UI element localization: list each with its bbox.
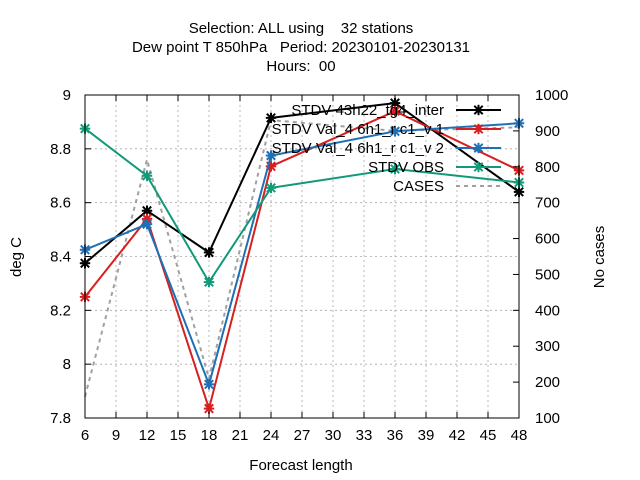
series-line (84, 122, 520, 386)
y2-tick-label: 900 (535, 123, 560, 140)
series-line (84, 102, 520, 264)
y-tick-label: 9 (63, 87, 71, 104)
x-tick-label: 12 (139, 427, 156, 444)
y-tick-label: 8 (63, 356, 71, 373)
x-axis-label: Forecast length (249, 457, 352, 474)
series-2 (79, 118, 525, 390)
y-tick-label: 7.8 (50, 410, 71, 427)
x-tick-label: 18 (201, 427, 218, 444)
y-axis: 7.8 8 8.2 8.4 8.6 8.8 9 (50, 87, 91, 427)
y-tick-label: 8.8 (50, 141, 71, 158)
legend-label: CASES (393, 178, 444, 195)
y-tick-label: 8.4 (50, 249, 71, 266)
series-point (389, 126, 401, 137)
series-point (203, 276, 215, 288)
title-line-1: Selection: ALL using 32 stations (189, 20, 414, 37)
y2-tick-label: 400 (535, 302, 560, 319)
series-point (203, 247, 215, 258)
x-axis: 6 9 12 15 18 21 24 27 30 33 36 39 42 45 48 (81, 95, 528, 444)
series-point (389, 105, 401, 117)
x-tick-label: 45 (480, 427, 497, 444)
series-line (84, 110, 520, 410)
legend: STDV 43h22_tg4_inter STDV Val_4 6h1_r c1_… (272, 102, 501, 195)
series-point (203, 379, 215, 390)
y2-tick-label: 100 (535, 410, 560, 427)
series-point (265, 150, 277, 161)
title-line-3: Hours: 00 (266, 58, 335, 75)
y-tick-label: 8.2 (50, 302, 71, 319)
y2-axis: 100 200 300 400 500 600 700 800 900 1000 (513, 87, 568, 427)
chart-title: Selection: ALL using 32 stations Dew poi… (132, 20, 470, 75)
y-tick-label: 8.6 (50, 195, 71, 212)
x-tick-label: 6 (81, 427, 89, 444)
x-tick-label: 27 (294, 427, 311, 444)
legend-label: STDV 43h22_tg4_inter (291, 102, 444, 119)
y-axis-label: deg C (8, 237, 25, 277)
legend-marker (473, 104, 484, 116)
x-tick-label: 30 (325, 427, 342, 444)
series-point (141, 170, 153, 181)
series-line (84, 127, 520, 284)
series-point (265, 182, 277, 194)
x-tick-label: 36 (387, 427, 404, 444)
legend-label: STDV Val_4 6h1_r c1_v 2 (272, 140, 444, 157)
legend-label: STDV Val_4 6h1_r c1_v 1 (272, 121, 444, 138)
x-tick-label: 39 (418, 427, 435, 444)
legend-label: STDV OBS (368, 159, 444, 176)
y2-axis-label: No cases (591, 226, 608, 289)
series-point (389, 163, 401, 175)
x-tick-label: 15 (170, 427, 187, 444)
y2-tick-label: 300 (535, 338, 560, 355)
y2-tick-label: 700 (535, 195, 560, 212)
series-point (141, 219, 153, 230)
title-line-2: Dew point T 850hPa Period: 20230101-2023… (132, 39, 470, 56)
x-tick-label: 48 (511, 427, 528, 444)
x-tick-label: 24 (263, 427, 280, 444)
y2-tick-label: 500 (535, 266, 560, 283)
x-tick-label: 9 (112, 427, 120, 444)
legend-marker (473, 142, 484, 154)
x-tick-label: 21 (232, 427, 249, 444)
y2-tick-label: 200 (535, 374, 560, 391)
y2-tick-label: 1000 (535, 87, 568, 104)
y2-tick-label: 800 (535, 159, 560, 176)
y2-tick-label: 600 (535, 231, 560, 248)
x-tick-label: 42 (449, 427, 466, 444)
legend-marker (473, 161, 484, 173)
series-point (265, 112, 277, 124)
legend-marker (473, 123, 484, 135)
x-tick-label: 33 (356, 427, 373, 444)
